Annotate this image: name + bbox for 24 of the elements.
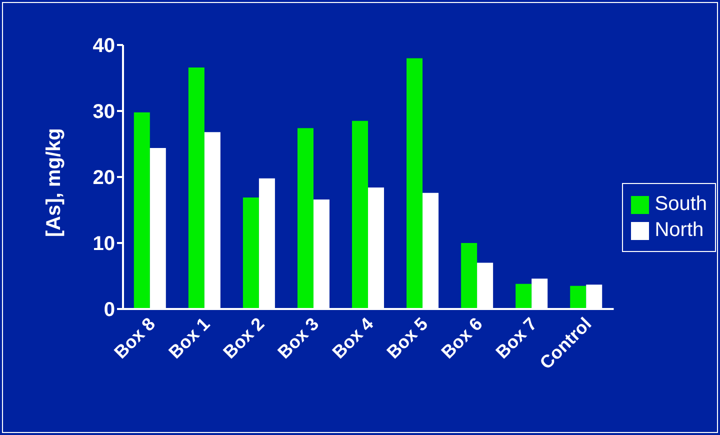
- bar: [570, 286, 586, 309]
- x-tick-label: Box 5: [382, 314, 432, 362]
- x-tick-label: Box 7: [492, 314, 541, 362]
- x-tick-label: Box 2: [219, 314, 268, 362]
- bar: [134, 112, 150, 309]
- bar: [516, 284, 532, 309]
- y-tick-label: 40: [92, 35, 115, 58]
- bar: [406, 58, 423, 309]
- bar: [297, 128, 314, 309]
- bar: [352, 120, 368, 309]
- y-tick-label: 0: [104, 299, 115, 322]
- y-tick-label: 20: [92, 167, 115, 190]
- bar: [242, 197, 259, 309]
- x-tick-label: Box 4: [328, 314, 378, 362]
- x-tick-label: Box 1: [164, 314, 214, 362]
- x-tick-label: Box 6: [437, 314, 486, 362]
- legend-label: North: [654, 219, 704, 242]
- bar: [188, 67, 204, 309]
- y-axis-title: [As], mg/kg: [43, 128, 66, 237]
- legend-label: South: [654, 193, 707, 216]
- y-tick-label: 30: [92, 101, 115, 124]
- x-tick-label: Box 3: [274, 314, 323, 362]
- y-tick-label: 10: [92, 233, 115, 256]
- bar: [461, 243, 478, 309]
